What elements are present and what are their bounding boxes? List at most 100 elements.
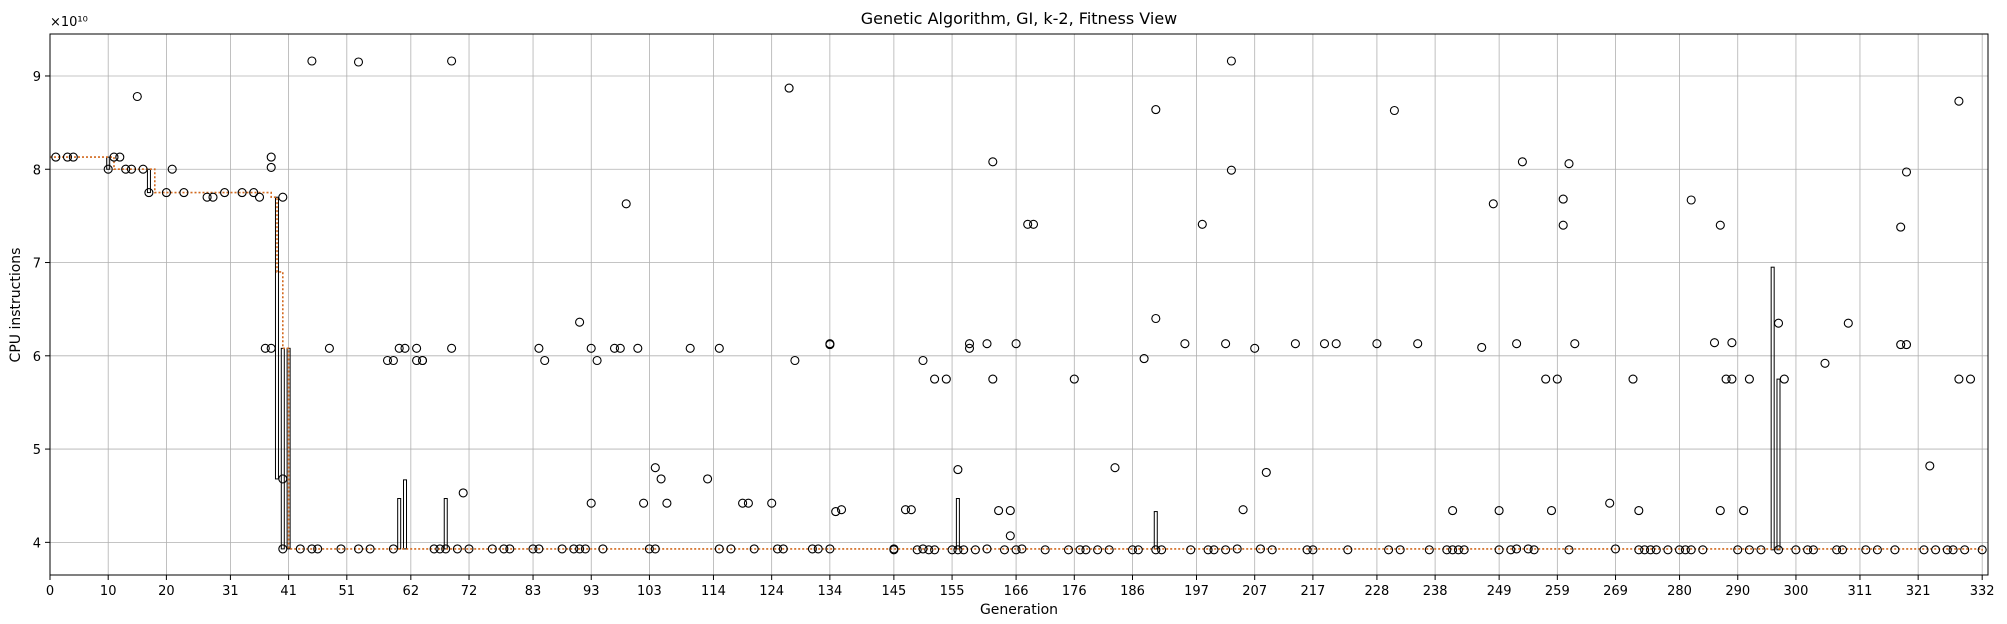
y-tick-label: 9 — [33, 70, 41, 85]
data-point — [575, 544, 585, 554]
data-point — [429, 544, 439, 554]
y-axis-ticks: 4 5 6 7 8 9 — [33, 70, 50, 551]
data-point — [1896, 222, 1906, 232]
data-point — [220, 188, 230, 198]
data-point — [1238, 505, 1248, 515]
data-point — [1773, 318, 1784, 328]
data-point — [836, 505, 847, 515]
x-tick-label: 228 — [1365, 584, 1390, 599]
data-point — [1954, 374, 1964, 384]
data-point — [62, 152, 73, 162]
data-point — [179, 188, 189, 198]
data-point — [1960, 545, 1970, 555]
x-tick-label: 269 — [1603, 584, 1628, 599]
data-point — [1081, 545, 1091, 555]
data-point — [912, 545, 922, 555]
data-point — [353, 544, 364, 554]
data-point — [644, 544, 654, 554]
x-tick-label: 238 — [1423, 584, 1448, 599]
data-point — [714, 343, 724, 353]
spread-bar — [1770, 266, 1775, 551]
data-point — [1488, 199, 1498, 209]
plot-frame — [49, 33, 1989, 576]
data-point — [1663, 545, 1673, 555]
data-point — [1424, 545, 1434, 555]
data-point — [487, 544, 497, 554]
data-point — [121, 164, 131, 174]
grid-lines — [49, 34, 1988, 575]
data-point — [1197, 219, 1207, 229]
data-point — [714, 544, 724, 554]
data-point — [592, 355, 602, 366]
data-point — [813, 544, 823, 554]
data-point — [1634, 506, 1644, 516]
data-point — [249, 188, 259, 198]
data-point — [417, 355, 428, 366]
x-tick-label: 300 — [1784, 584, 1809, 599]
data-point — [615, 343, 625, 353]
data-point — [412, 343, 422, 353]
x-axis-ticks: 0 10 20 31 41 51 62 72 83 93 103 114 124 134 145 155 166… — [46, 575, 1995, 599]
x-tick-label: 114 — [701, 584, 726, 599]
data-point — [1308, 545, 1318, 555]
data-point — [208, 192, 218, 202]
data-point — [1954, 96, 1964, 106]
y-tick-label: 8 — [33, 163, 41, 178]
data-point — [767, 498, 777, 508]
x-axis-title: Generation — [980, 602, 1058, 618]
data-point — [1453, 545, 1463, 555]
data-point — [260, 343, 270, 353]
data-point — [103, 164, 113, 174]
data-point — [1203, 545, 1213, 555]
data-point — [1517, 157, 1527, 167]
data-point — [918, 355, 928, 366]
data-point — [313, 544, 323, 554]
data-point — [982, 339, 992, 349]
data-point — [575, 317, 585, 327]
data-point — [1186, 545, 1196, 555]
data-point — [778, 544, 788, 554]
x-tick-label: 51 — [339, 584, 356, 599]
data-point — [499, 544, 509, 554]
data-point — [726, 544, 736, 554]
x-tick-label: 134 — [817, 584, 842, 599]
data-point — [441, 544, 451, 554]
data-point — [970, 545, 980, 555]
data-point — [394, 343, 404, 353]
x-tick-label: 155 — [940, 584, 965, 599]
y-axis-multiplier: ×10¹⁰ — [50, 15, 88, 30]
data-point — [1267, 545, 1277, 555]
spread-bar — [403, 479, 408, 550]
data-point — [1546, 506, 1557, 516]
data-point — [621, 199, 631, 209]
data-point — [1005, 531, 1015, 541]
x-tick-label: 176 — [1062, 584, 1087, 599]
data-point — [825, 544, 835, 554]
x-tick-label: 62 — [403, 584, 420, 599]
data-point — [906, 505, 916, 515]
data-point — [1552, 374, 1562, 384]
data-point — [1564, 159, 1574, 169]
data-point — [1448, 545, 1458, 555]
x-tick-label: 290 — [1725, 584, 1750, 599]
data-point — [1302, 545, 1312, 555]
data-point — [569, 544, 579, 554]
data-point — [1459, 545, 1469, 555]
data-point — [1541, 374, 1551, 384]
data-point — [388, 355, 398, 366]
data-point — [1506, 545, 1516, 555]
data-point — [703, 474, 713, 484]
data-point — [964, 339, 975, 349]
data-point — [1512, 339, 1522, 349]
spread-bar — [280, 347, 285, 550]
data-point — [1209, 545, 1219, 555]
data-point — [831, 507, 841, 517]
data-point — [1756, 545, 1766, 555]
data-point — [1110, 463, 1120, 473]
data-point — [825, 340, 835, 350]
x-tick-label: 10 — [100, 584, 117, 599]
data-point — [1151, 105, 1161, 115]
data-point — [1389, 105, 1399, 116]
spread-bars — [106, 156, 1781, 551]
data-point — [115, 152, 125, 162]
